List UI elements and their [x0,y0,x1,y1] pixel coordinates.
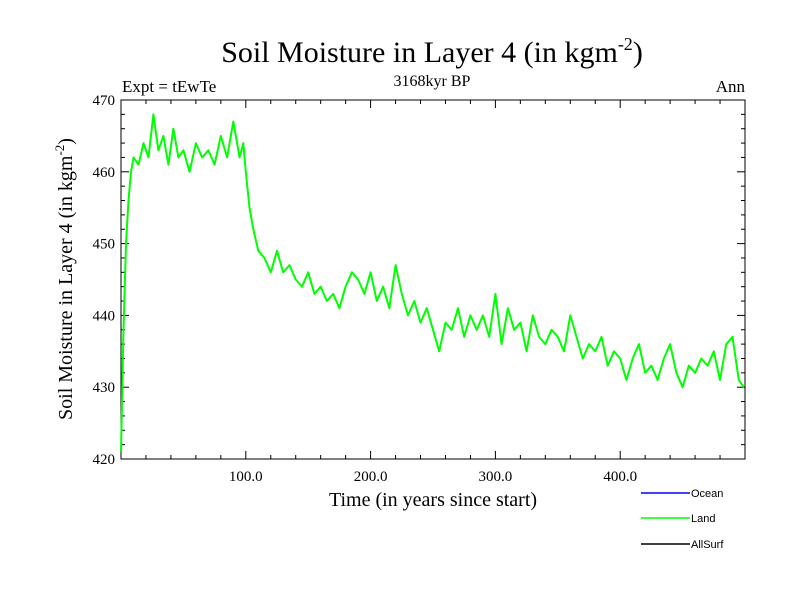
y-tick-label: 470 [93,93,116,109]
x-tick-label: 100.0 [229,469,263,485]
legend-entry-land: Land [641,513,715,525]
x-tick-label: 200.0 [354,469,388,485]
y-tick-label: 440 [93,308,116,324]
x-tick-label: 400.0 [603,469,637,485]
legend: Ocean Land AllSurf [641,488,724,551]
y-tick-label: 450 [93,237,116,253]
y-tick-label: 430 [93,380,116,396]
x-tick-label: 300.0 [479,469,513,485]
legend-label-ocean: Ocean [691,488,723,500]
x-axis-ticks: 100.0 200.0 300.0 400.0 [145,100,721,485]
series-line-land [120,113,745,452]
legend-entry-ocean: Ocean [641,488,723,500]
series-layer [120,113,745,452]
chart-title: Soil Moisture in Layer 4 (in kgm-2) [221,34,643,69]
y-tick-label: 460 [93,165,116,181]
y-tick-label: 420 [93,452,116,468]
season-label: Ann [716,77,746,96]
chart-subtitle: 3168kyr BP [394,73,471,90]
x-axis-label: Time (in years since start) [329,489,537,511]
legend-entry-allsurf: AllSurf [641,539,724,551]
legend-label-allsurf: AllSurf [691,539,724,551]
experiment-label: Expt = tEwTe [122,77,216,96]
y-axis-label: Soil Moisture in Layer 4 (in kgm-2) [52,138,77,420]
y-axis-ticks: 420 430 440 450 460 470 [93,93,745,468]
legend-label-land: Land [691,513,715,525]
plot-frame [120,99,746,460]
